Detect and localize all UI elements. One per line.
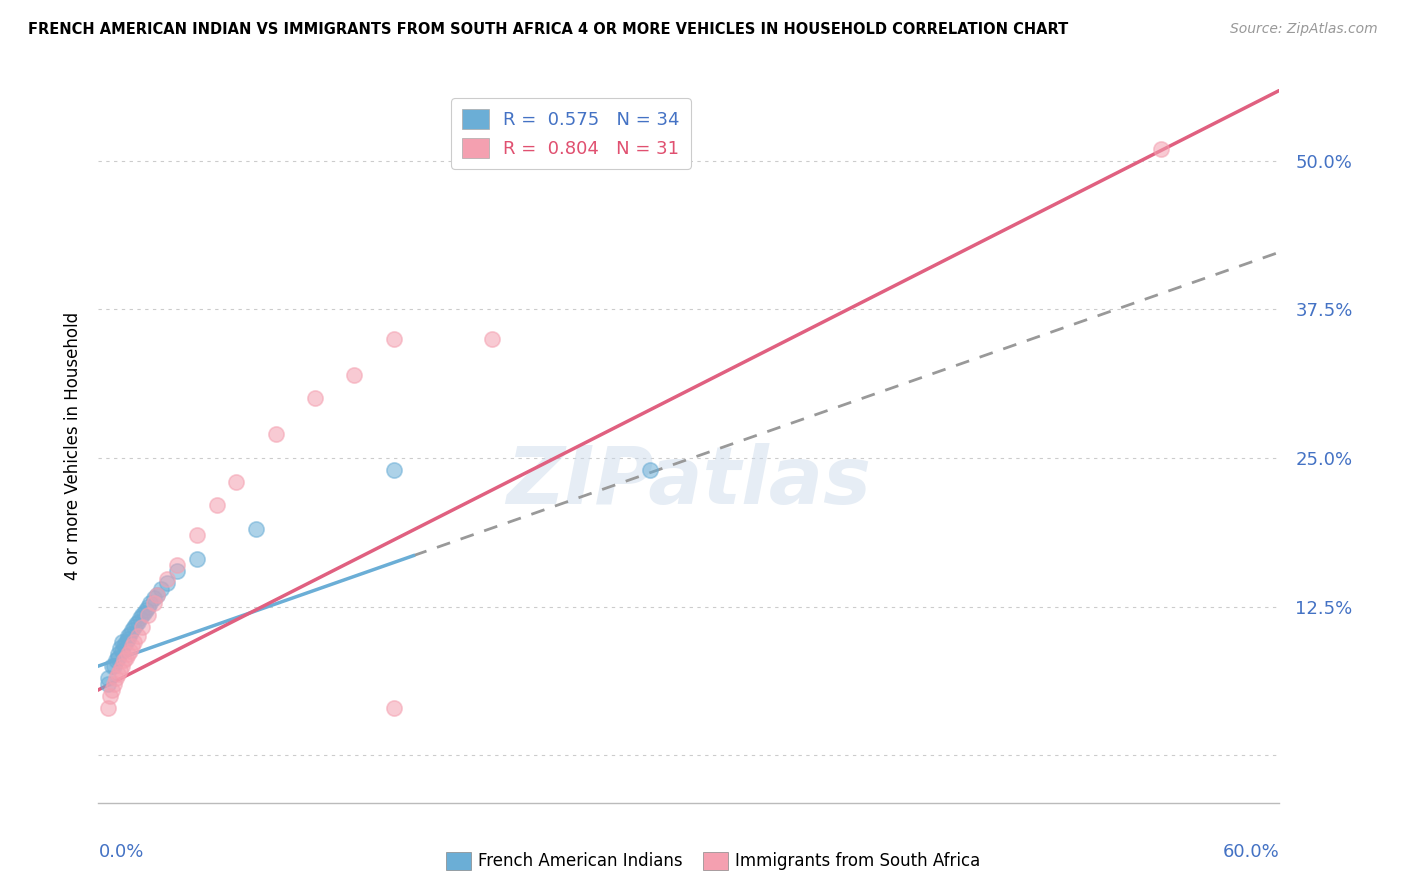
Text: Immigrants from South Africa: Immigrants from South Africa: [735, 852, 980, 870]
Point: [97, 700, 120, 714]
Point: [156, 572, 179, 586]
Point: [101, 659, 124, 673]
Point: [108, 663, 131, 677]
Point: [166, 564, 188, 578]
Point: [118, 627, 141, 641]
Point: [97, 671, 120, 685]
Point: [103, 659, 125, 673]
Point: [304, 392, 326, 406]
Point: [142, 591, 165, 606]
Point: [105, 653, 128, 667]
Point: [111, 659, 134, 673]
Point: [107, 647, 129, 661]
Point: [101, 682, 124, 697]
Point: [112, 638, 135, 652]
Point: [103, 677, 125, 691]
Text: 0.0%: 0.0%: [98, 843, 143, 861]
Point: [264, 427, 287, 442]
Point: [125, 617, 148, 632]
Point: [156, 575, 179, 590]
Point: [118, 643, 141, 657]
Point: [166, 558, 188, 572]
Point: [138, 596, 160, 610]
Point: [115, 635, 138, 649]
Point: [121, 639, 143, 653]
Point: [107, 650, 129, 665]
Point: [108, 641, 131, 656]
Point: [481, 332, 503, 346]
Point: [186, 528, 208, 542]
Point: [128, 611, 150, 625]
Text: French American Indians: French American Indians: [478, 852, 683, 870]
Point: [132, 606, 155, 620]
Point: [186, 552, 208, 566]
Point: [127, 629, 149, 643]
Point: [112, 653, 135, 667]
Point: [1150, 142, 1173, 156]
Point: [136, 599, 159, 614]
Point: [245, 522, 267, 536]
Text: FRENCH AMERICAN INDIAN VS IMMIGRANTS FROM SOUTH AFRICA 4 OR MORE VEHICLES IN HOU: FRENCH AMERICAN INDIAN VS IMMIGRANTS FRO…: [28, 22, 1069, 37]
Point: [122, 620, 145, 634]
Point: [146, 588, 169, 602]
Point: [111, 635, 134, 649]
Point: [150, 582, 173, 596]
Point: [111, 643, 134, 657]
Point: [131, 620, 153, 634]
Point: [117, 629, 139, 643]
Point: [382, 332, 405, 346]
Point: [115, 650, 138, 665]
Point: [146, 588, 169, 602]
Point: [135, 603, 157, 617]
Text: ZIPatlas: ZIPatlas: [506, 442, 872, 521]
Point: [97, 677, 120, 691]
Point: [105, 671, 128, 685]
Text: 60.0%: 60.0%: [1223, 843, 1279, 861]
Legend: R =  0.575   N = 34, R =  0.804   N = 31: R = 0.575 N = 34, R = 0.804 N = 31: [451, 98, 690, 169]
Point: [131, 607, 153, 622]
Point: [382, 463, 405, 477]
Y-axis label: 4 or more Vehicles in Household: 4 or more Vehicles in Household: [63, 312, 82, 580]
Point: [121, 624, 143, 638]
Point: [107, 667, 129, 681]
Point: [382, 700, 405, 714]
Text: Source: ZipAtlas.com: Source: ZipAtlas.com: [1230, 22, 1378, 37]
Point: [343, 368, 366, 382]
Point: [225, 475, 247, 489]
Point: [205, 499, 228, 513]
Point: [117, 647, 139, 661]
Point: [136, 607, 159, 622]
Point: [638, 463, 661, 477]
Point: [142, 596, 165, 610]
Point: [122, 635, 145, 649]
Point: [117, 632, 139, 646]
Point: [127, 615, 149, 629]
Point: [98, 689, 121, 703]
